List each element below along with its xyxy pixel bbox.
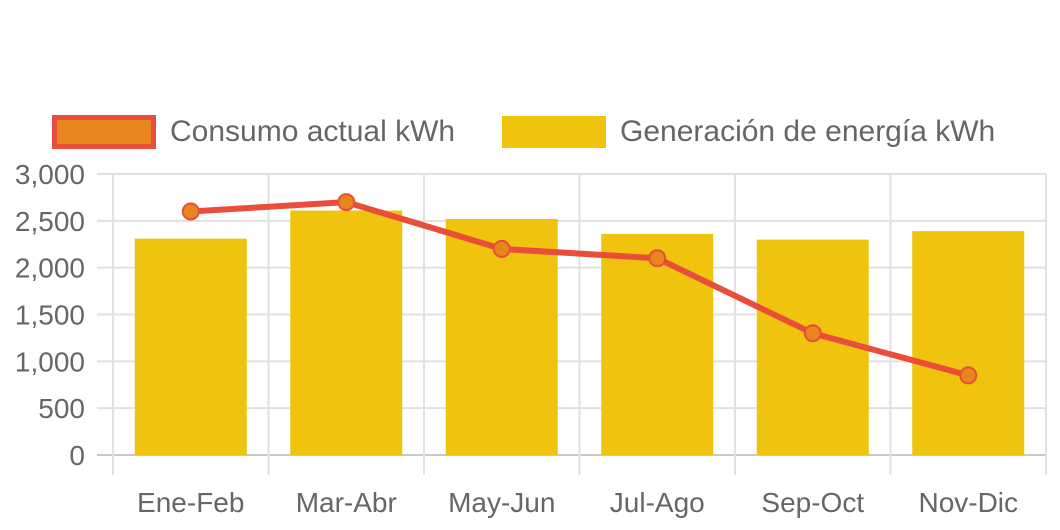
y-tick-label: 3,000 (15, 159, 85, 190)
point-consumo (181, 202, 200, 221)
x-tick-label: Ene-Feb (137, 487, 244, 518)
point-consumo (648, 249, 667, 268)
legend-swatch-generacion (502, 116, 606, 148)
bar-generacion (290, 210, 403, 455)
x-tick-label: Mar-Abr (296, 487, 397, 518)
point-consumo (959, 366, 978, 385)
y-tick-label: 0 (69, 440, 85, 471)
bar-generacion (912, 231, 1025, 455)
x-tick-label: Jul-Ago (610, 487, 705, 518)
y-tick-label: 500 (38, 393, 85, 424)
point-consumo (337, 193, 356, 212)
bar-generacion (601, 233, 714, 455)
point-consumo (803, 324, 822, 343)
legend-label-consumo: Consumo actual kWh (170, 115, 456, 148)
x-tick-label: May-Jun (448, 487, 555, 518)
y-tick-label: 2,000 (15, 253, 85, 284)
bar-generacion (134, 238, 247, 455)
legend-label-generacion: Generación de energía kWh (620, 115, 996, 148)
line-consumo (190, 199, 970, 379)
legend-item-generacion[interactable]: Generación de energía kWh (502, 110, 995, 154)
x-tick-label: Nov-Dic (918, 487, 1018, 518)
bar-generacion (445, 218, 558, 455)
legend-item-consumo[interactable]: Consumo actual kWh (52, 110, 455, 154)
y-tick-label: 1,500 (15, 300, 85, 331)
x-tick-label: Sep-Oct (761, 487, 864, 518)
bar-generacion (756, 239, 869, 455)
legend-swatch-consumo (52, 115, 156, 149)
y-tick-label: 2,500 (15, 206, 85, 237)
point-consumo (492, 239, 511, 258)
chart-legend: Consumo actual kWh Generación de energía… (0, 110, 1060, 154)
y-tick-label: 1,000 (15, 346, 85, 377)
